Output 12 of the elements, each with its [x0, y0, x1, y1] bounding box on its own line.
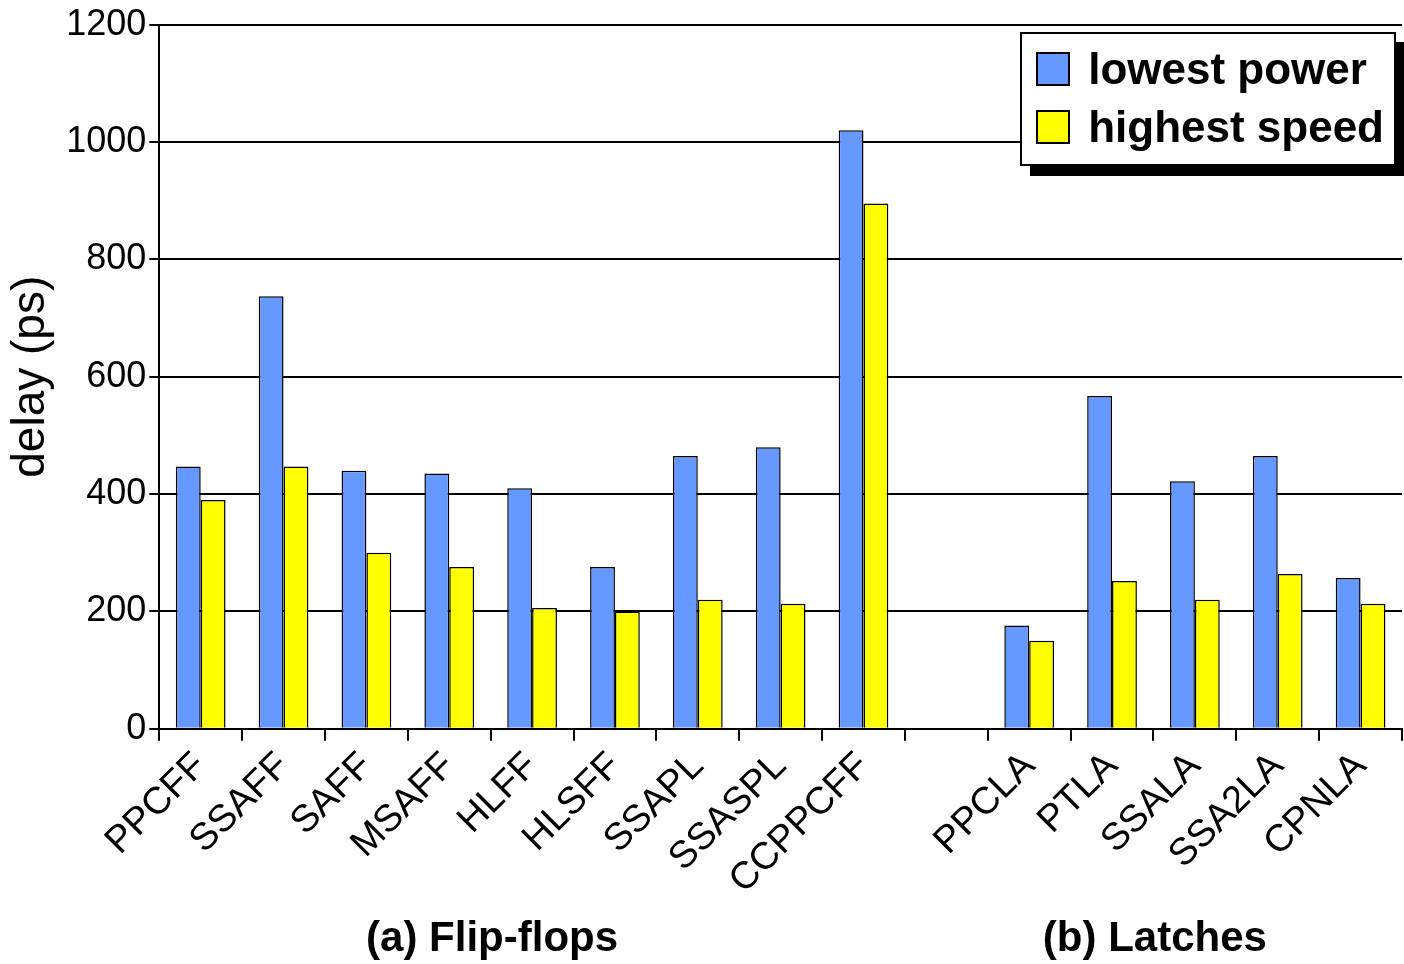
y-tick-label: 1000 — [66, 118, 147, 160]
y-tick-label: 400 — [86, 471, 147, 513]
text: (b) Latches — [1042, 912, 1267, 960]
legend-label: highest speed — [1088, 102, 1384, 152]
y-tick-label: 200 — [86, 588, 147, 630]
y-tick-label: 1200 — [66, 1, 147, 43]
legend-label: lowest power — [1088, 44, 1367, 94]
y-axis-title: delay (ps) — [2, 275, 55, 478]
text: (a) Flip-flops — [366, 912, 619, 960]
y-tick-label: 0 — [126, 705, 147, 747]
y-tick-label: 800 — [86, 236, 147, 278]
y-tick-label: 600 — [86, 353, 147, 395]
